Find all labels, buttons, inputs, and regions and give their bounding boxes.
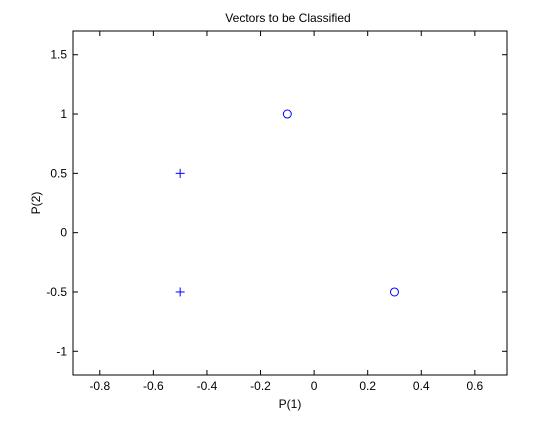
- x-tick-label: -0.4: [197, 379, 218, 393]
- y-tick-label: 1.5: [50, 48, 67, 62]
- plus-marker: [175, 168, 185, 178]
- x-tick-label: -0.2: [250, 379, 271, 393]
- x-tick-label: -0.8: [89, 379, 110, 393]
- y-tick-label: 1: [60, 107, 67, 121]
- x-tick-label: 0.2: [359, 379, 376, 393]
- axis-ticks: -0.8 -0.6 -0.4 -0.2 0 0.2 0.4 0.6 -1 -0.5 0 0.5 1 1.5: [46, 31, 507, 393]
- x-tick-label: 0.6: [467, 379, 484, 393]
- circle-marker: [389, 287, 399, 297]
- circle-marker: [282, 109, 292, 119]
- x-tick-label: 0: [311, 379, 318, 393]
- y-tick-label: -1: [56, 344, 67, 358]
- chart-title: Vectors to be Classified: [225, 11, 350, 25]
- plus-marker: [175, 287, 185, 297]
- x-axis-label: P(1): [279, 397, 302, 411]
- y-tick-label: -0.5: [46, 285, 67, 299]
- x-tick-label: 0.4: [413, 379, 430, 393]
- data-points: [175, 109, 399, 297]
- axes-box: [72, 30, 508, 376]
- x-tick-label: -0.6: [143, 379, 164, 393]
- y-tick-label: 0.5: [50, 166, 67, 180]
- y-tick-label: 0: [60, 226, 67, 240]
- y-axis-label: P(2): [29, 192, 43, 215]
